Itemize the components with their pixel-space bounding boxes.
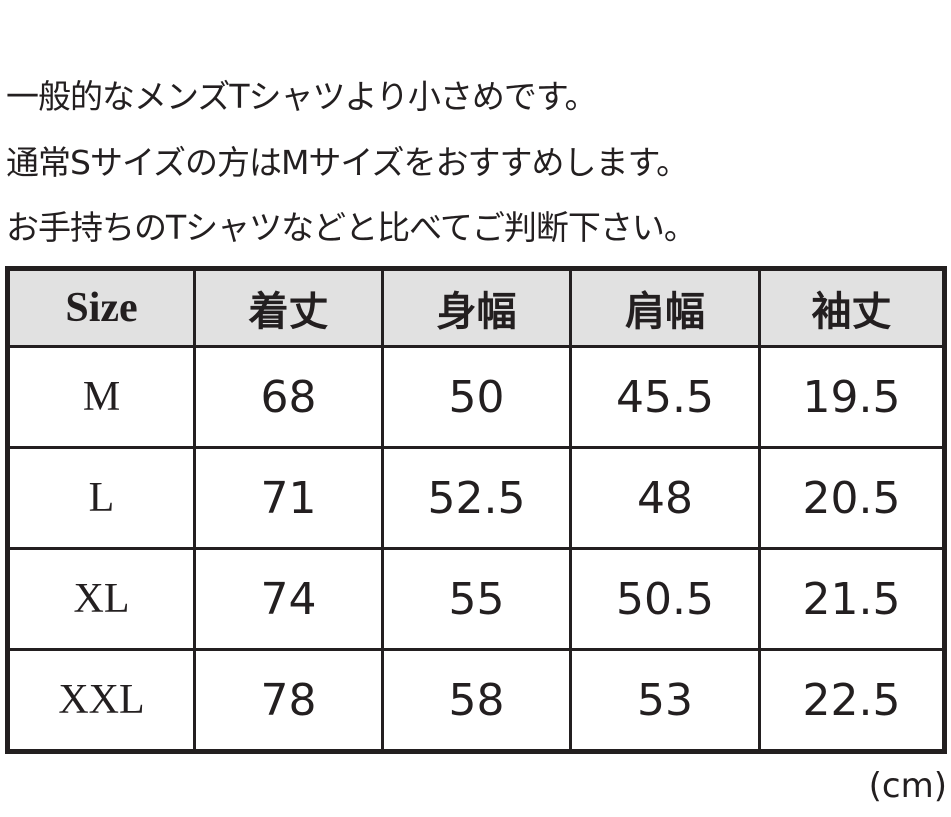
measurement: 55: [381, 547, 572, 651]
header-cell: 着丈: [193, 267, 384, 348]
measurement: 20.5: [758, 446, 946, 550]
header-cell: 肩幅: [569, 267, 761, 348]
unit: (cm): [868, 766, 947, 806]
note: 一般的なメンズTシャツより小さめです。: [6, 77, 598, 116]
note: お手持ちのTシャツなどと比べてご判断下さい。: [6, 208, 697, 247]
size-label: M: [6, 345, 196, 449]
measurement: 53: [569, 648, 761, 753]
size-label: L: [6, 446, 196, 550]
header-cell: 身幅: [381, 267, 572, 348]
size-label: XXL: [6, 648, 196, 753]
measurement: 58: [381, 648, 572, 753]
header-cell: 袖丈: [758, 267, 946, 348]
measurement: 52.5: [381, 446, 572, 550]
measurement: 21.5: [758, 547, 946, 651]
measurement: 48: [569, 446, 761, 550]
measurement: 22.5: [758, 648, 946, 753]
header-row: Size 着丈 身幅 肩幅 袖丈: [6, 267, 946, 348]
table-row: M 68 50 45.5 19.5: [6, 345, 946, 449]
measurement: 68: [193, 345, 384, 449]
measurement: 45.5: [569, 345, 761, 449]
measurement: 71: [193, 446, 384, 550]
measurement: 74: [193, 547, 384, 651]
size-label: XL: [6, 547, 196, 651]
size-table: Size 着丈 身幅 肩幅 袖丈 M 68 50 45.5 19.5 L 71 52.5 48 20.5 X…: [5, 266, 947, 754]
table-row: L 71 52.5 48 20.5: [6, 446, 946, 550]
table-row: XL 74 55 50.5 21.5: [6, 547, 946, 651]
measurement: 50: [381, 345, 572, 449]
header-cell: Size: [6, 267, 196, 348]
measurement: 78: [193, 648, 384, 753]
note: 通常Sサイズの方はMサイズをおすすめします。: [6, 143, 689, 182]
table-body: M 68 50 45.5 19.5 L 71 52.5 48 20.5 XL 74 55 50.5 21.5…: [6, 345, 946, 753]
table-row: XXL 78 58 53 22.5: [6, 648, 946, 753]
measurement: 19.5: [758, 345, 946, 449]
measurement: 50.5: [569, 547, 761, 651]
